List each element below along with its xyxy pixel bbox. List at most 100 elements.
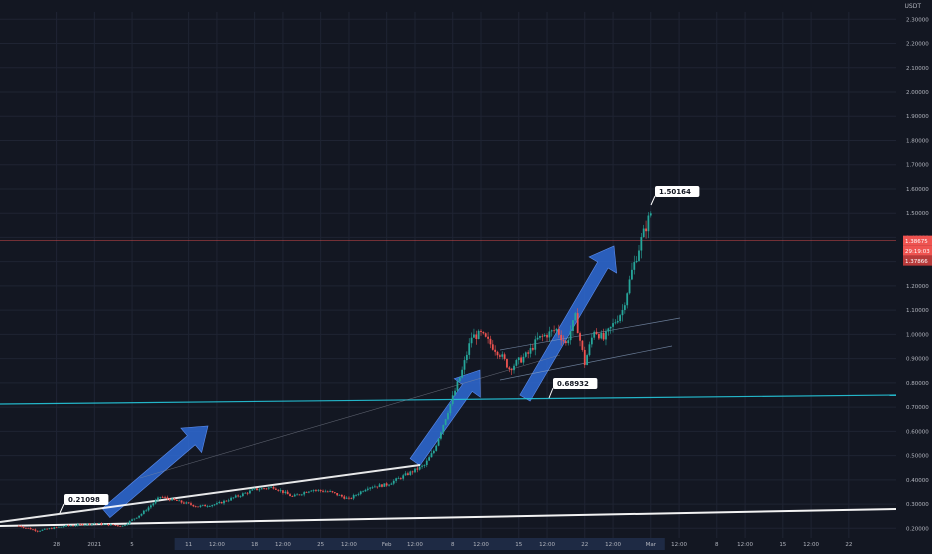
y-tick-label: 0.50000 — [906, 454, 929, 460]
candle-body — [284, 491, 287, 493]
candle-body — [366, 488, 369, 490]
candle-body — [616, 321, 619, 323]
candle-body — [147, 507, 150, 511]
candle-body — [501, 354, 504, 357]
candle-body — [305, 492, 308, 493]
candle-body — [425, 460, 428, 466]
candle-body — [213, 504, 216, 506]
candle-body — [539, 335, 541, 338]
callout-pointer — [59, 503, 65, 514]
candle-body — [249, 490, 251, 494]
candle-body — [381, 484, 383, 487]
candle-body — [241, 493, 244, 497]
candle-body — [477, 330, 480, 340]
candle-body — [187, 502, 190, 504]
candle-body — [352, 495, 355, 499]
x-axis-range-highlight — [174, 538, 665, 550]
candle-body — [392, 480, 395, 484]
candle-body — [612, 323, 614, 327]
candle-body — [55, 527, 58, 529]
candle-body — [326, 491, 329, 493]
candle-body — [27, 527, 30, 529]
x-tick-label: 15 — [779, 542, 786, 548]
candle-body — [272, 486, 275, 489]
candle-body — [557, 328, 560, 335]
x-tick-label: 12:00 — [209, 542, 225, 548]
lower-trend-line — [0, 508, 897, 527]
prev-price-badge-bg — [903, 255, 932, 266]
candle-body — [567, 340, 570, 344]
candle-body — [409, 471, 412, 475]
candle-body — [65, 525, 67, 527]
candle-body — [204, 504, 207, 507]
current-price-badge-bg — [903, 235, 932, 246]
candle-body — [498, 355, 501, 357]
candle-body — [161, 496, 164, 498]
y-tick-label: 0.90000 — [906, 357, 929, 363]
candle-body — [626, 293, 629, 306]
candle-body — [91, 523, 93, 525]
candle-body — [121, 525, 124, 527]
current-price-badge: 1.38675 — [905, 239, 928, 245]
candle-body — [605, 331, 607, 340]
x-tick-label: 8 — [715, 542, 719, 548]
candle-body — [645, 228, 647, 232]
candle-body — [338, 494, 341, 496]
callout-low: 0.21098 — [68, 496, 100, 504]
candle-body — [277, 489, 280, 491]
candle-body — [465, 354, 468, 361]
y-tick-label: 0.40000 — [906, 478, 929, 484]
candle-body — [579, 333, 581, 341]
candle-body — [289, 494, 291, 497]
candle-body — [331, 491, 334, 493]
trend-line-1 — [0, 464, 421, 523]
candle-body — [234, 495, 237, 498]
candle-body — [152, 503, 155, 506]
candle-body — [395, 478, 398, 481]
candle-body — [258, 489, 261, 491]
candle-body — [482, 331, 485, 334]
candle-body — [126, 523, 129, 526]
candle-body — [69, 525, 72, 527]
x-tick-label: 28 — [53, 542, 60, 548]
candle-body — [86, 523, 89, 525]
candle-body — [602, 332, 605, 340]
candle-body — [178, 500, 181, 502]
x-tick-label: Mar — [646, 542, 657, 548]
candle-body — [560, 334, 563, 341]
candle-body — [397, 478, 400, 479]
y-tick-label: 0.80000 — [906, 381, 929, 387]
candle-body — [190, 503, 192, 505]
candle-body — [414, 468, 416, 473]
candle-body — [157, 497, 159, 501]
candle-body — [164, 497, 166, 499]
candle-body — [239, 496, 242, 497]
channel-bottom — [499, 345, 673, 381]
candle-body — [614, 322, 617, 324]
candle-body — [256, 488, 258, 491]
candle-body — [253, 488, 256, 490]
y-tick-label: 1.00000 — [906, 332, 929, 338]
candle-body — [114, 525, 117, 526]
candle-body — [640, 237, 643, 251]
candle-body — [546, 335, 548, 338]
y-tick-label: 0.20000 — [906, 526, 929, 532]
callout-box — [64, 494, 109, 505]
candle-body — [119, 525, 122, 527]
candle-body — [470, 337, 473, 344]
candle-body — [402, 475, 405, 479]
candle-body — [265, 488, 268, 490]
x-tick-label: 12:00 — [341, 542, 357, 548]
candle-body — [206, 506, 209, 508]
candle-body — [319, 489, 322, 491]
candle-body — [390, 483, 393, 485]
y-tick-label: 1.20000 — [906, 284, 929, 290]
candle-body — [649, 213, 652, 216]
candle-body — [171, 498, 174, 501]
candle-body — [173, 498, 176, 500]
candle-body — [168, 498, 171, 501]
candle-body — [473, 334, 475, 338]
candle-body — [223, 500, 225, 504]
